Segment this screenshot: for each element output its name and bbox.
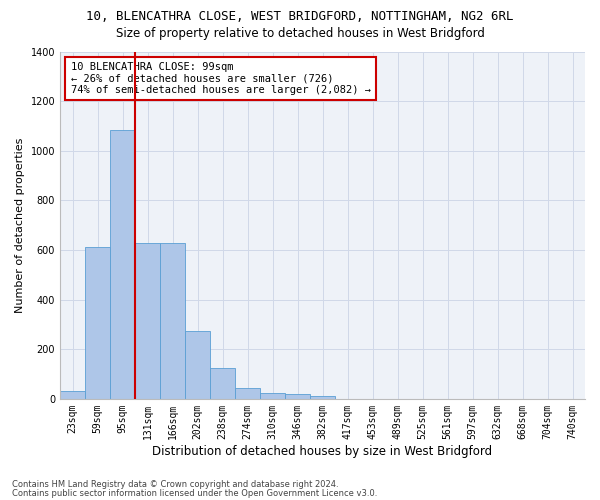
Bar	[185, 330, 210, 399]
Bar	[285, 394, 310, 399]
Bar	[160, 242, 185, 399]
Text: Contains HM Land Registry data © Crown copyright and database right 2024.: Contains HM Land Registry data © Crown c…	[12, 480, 338, 489]
Bar	[60, 392, 85, 399]
Y-axis label: Number of detached properties: Number of detached properties	[15, 138, 25, 313]
Text: 10, BLENCATHRA CLOSE, WEST BRIDGFORD, NOTTINGHAM, NG2 6RL: 10, BLENCATHRA CLOSE, WEST BRIDGFORD, NO…	[86, 10, 514, 23]
Text: Contains public sector information licensed under the Open Government Licence v3: Contains public sector information licen…	[12, 488, 377, 498]
Text: Size of property relative to detached houses in West Bridgford: Size of property relative to detached ho…	[116, 28, 484, 40]
Bar	[110, 130, 135, 399]
Bar	[210, 368, 235, 399]
Bar	[85, 247, 110, 399]
Bar	[310, 396, 335, 399]
Text: 10 BLENCATHRA CLOSE: 99sqm
← 26% of detached houses are smaller (726)
74% of sem: 10 BLENCATHRA CLOSE: 99sqm ← 26% of deta…	[71, 62, 371, 95]
Bar	[260, 393, 285, 399]
Bar	[135, 242, 160, 399]
Bar	[235, 388, 260, 399]
X-axis label: Distribution of detached houses by size in West Bridgford: Distribution of detached houses by size …	[152, 444, 493, 458]
